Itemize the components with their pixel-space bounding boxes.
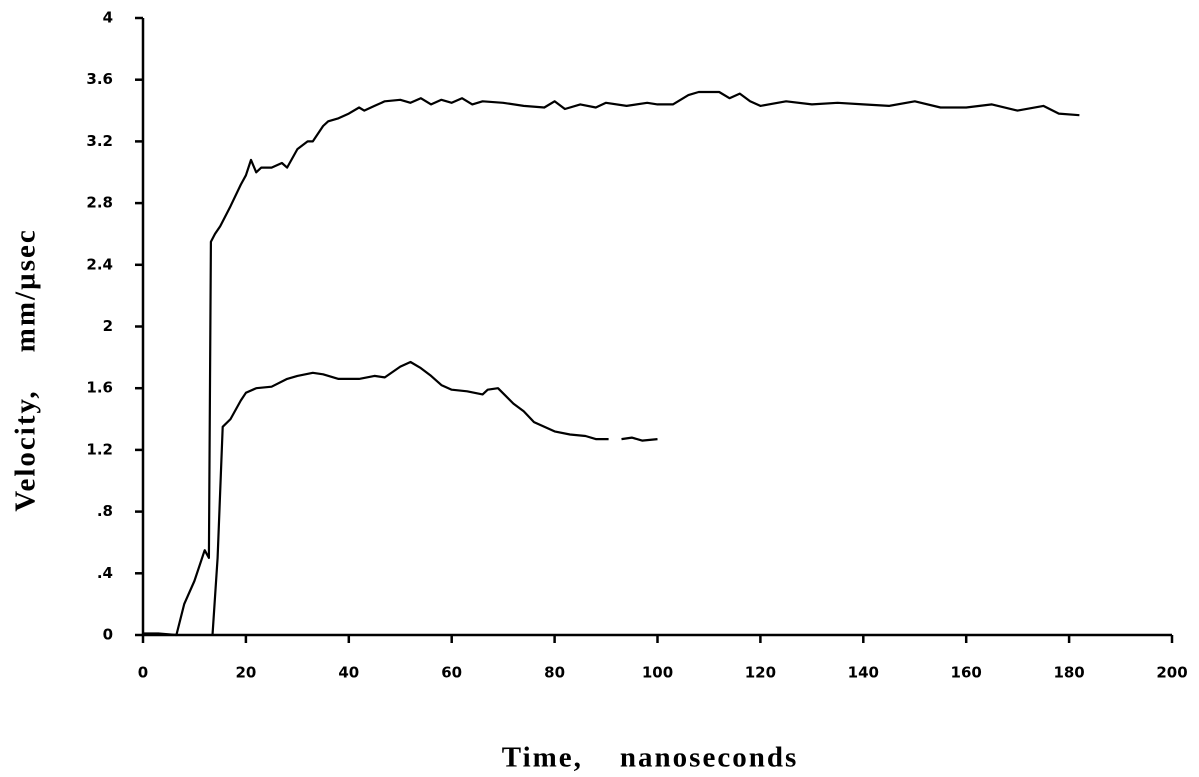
x-tick-label: 180 <box>1053 664 1084 682</box>
x-tick-label: 160 <box>951 664 982 682</box>
y-tick-label: 4 <box>103 9 113 27</box>
x-tick-label: 100 <box>642 664 673 682</box>
y-tick-label: 3.6 <box>86 70 113 88</box>
y-tick-label: .4 <box>97 564 113 582</box>
y-tick-label: 0 <box>103 626 113 644</box>
series-line <box>143 90 1080 637</box>
x-tick-label: 80 <box>544 664 565 682</box>
y-tick-label: 1.6 <box>86 379 113 397</box>
y-tick-label: 1.2 <box>86 440 113 458</box>
y-tick-label: 3.2 <box>86 132 113 150</box>
x-tick-label: 120 <box>745 664 776 682</box>
x-tick-label: 0 <box>138 664 148 682</box>
x-tick-label: 40 <box>338 664 359 682</box>
y-tick-label: 2.4 <box>86 255 113 273</box>
y-tick-label: 2 <box>103 317 113 335</box>
series-line <box>211 360 658 636</box>
y-tick-label: .8 <box>97 502 113 520</box>
x-axis-label: Time, nanoseconds <box>502 742 798 774</box>
x-tick-label: 140 <box>848 664 879 682</box>
x-tick-label: 200 <box>1156 664 1187 682</box>
y-tick-label: 2.8 <box>86 194 113 212</box>
y-axis-label: Velocity, mm/µsec <box>10 228 42 512</box>
x-tick-label: 60 <box>441 664 462 682</box>
x-tick-label: 20 <box>235 664 256 682</box>
